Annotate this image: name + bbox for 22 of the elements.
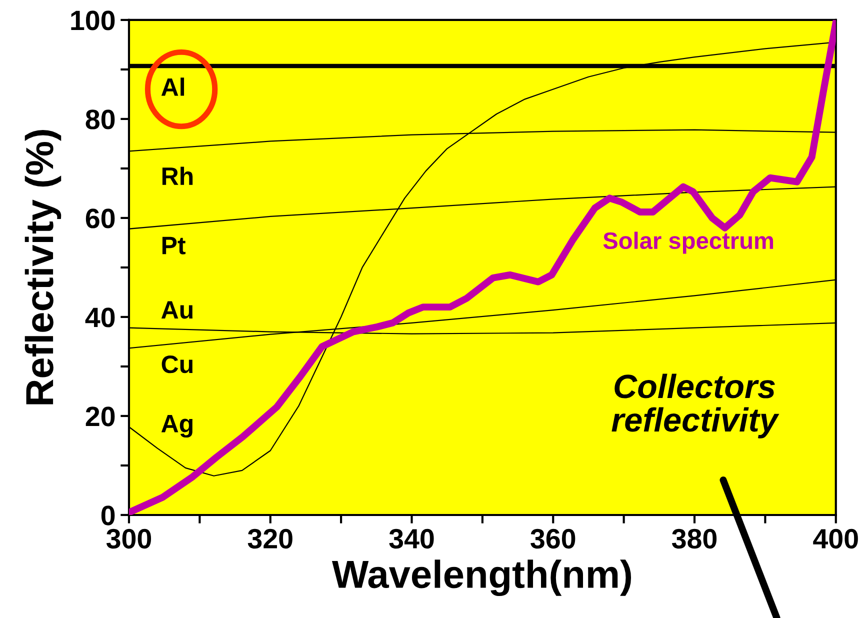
x-axis-title: Wavelength(nm) bbox=[332, 560, 632, 596]
legend-label: Au bbox=[161, 301, 192, 319]
y-tick-label: 100 bbox=[71, 10, 115, 30]
legend-label: Cu bbox=[162, 355, 192, 374]
y-tick-label: 80 bbox=[86, 110, 115, 130]
series-label: Pt bbox=[162, 236, 186, 254]
series-label: Solar spectrum bbox=[603, 232, 774, 254]
legend-label: Rh bbox=[162, 166, 193, 185]
legend-label: Ag bbox=[161, 415, 192, 438]
annotation: Collectors reflectivity bbox=[612, 374, 780, 438]
y-axis-title: Reflectivity (%) bbox=[24, 130, 62, 404]
y-tick-label: 60 bbox=[86, 208, 115, 228]
x-tick-label: 400 bbox=[813, 528, 858, 549]
y-tick-label: 20 bbox=[86, 406, 115, 426]
x-tick-label: 320 bbox=[248, 528, 292, 549]
y-tick-label: 0 bbox=[101, 506, 115, 526]
x-tick-label: 360 bbox=[530, 528, 576, 549]
x-tick-label: 340 bbox=[389, 528, 434, 549]
y-tick-label: 40 bbox=[85, 308, 115, 328]
x-tick-label: 380 bbox=[672, 528, 717, 549]
legend-label: Al bbox=[161, 78, 184, 96]
x-tick-label: 300 bbox=[106, 528, 152, 549]
